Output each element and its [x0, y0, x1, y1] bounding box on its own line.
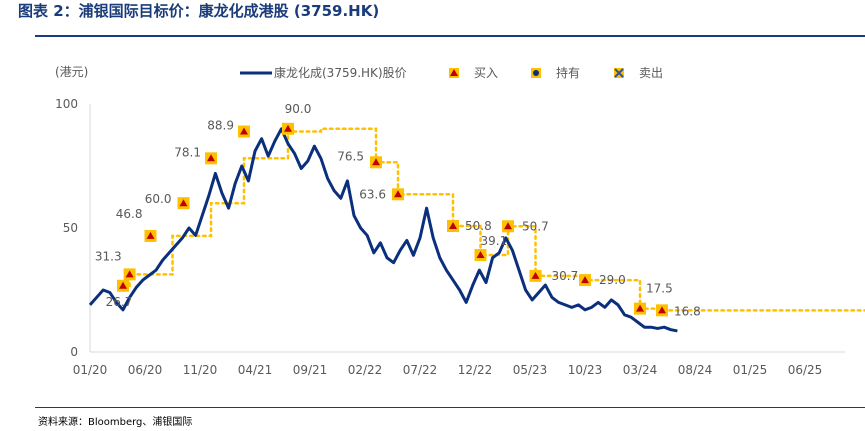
chart-legend: 康龙化成(3759.HK)股价 买入 持有 卖出 [240, 65, 663, 80]
x-tick-label: 10/23 [568, 363, 603, 377]
figure-title: 图表 2：浦银国际目标价：康龙化成港股 (3759.HK) [18, 2, 380, 20]
legend-price-label: 康龙化成(3759.HK)股价 [274, 65, 407, 80]
x-tick-label: 07/22 [403, 363, 438, 377]
target-price-label: 78.1 [174, 145, 201, 159]
x-tick-label: 08/24 [678, 363, 713, 377]
buy-marker [656, 304, 668, 317]
buy-marker [282, 122, 294, 135]
x-tick-label: 06/25 [788, 363, 823, 377]
title-rule [35, 35, 865, 37]
legend-buy-label: 买入 [474, 66, 498, 80]
target-price-label: 46.8 [116, 207, 143, 221]
target-price-label: 60.0 [145, 192, 172, 206]
buy-marker [123, 268, 136, 281]
y-tick-label: 50 [63, 221, 78, 235]
legend-buy-swatch [449, 68, 459, 78]
target-price-label: 30.7 [552, 269, 579, 283]
legend-sell-label: 卖出 [639, 66, 663, 80]
x-tick-label: 11/20 [183, 363, 218, 377]
x-tick-label: 06/20 [128, 363, 163, 377]
x-tick-label: 01/25 [733, 363, 768, 377]
buy-marker [117, 279, 129, 292]
y-axis-title: (港元) [55, 65, 88, 79]
x-tick-label: 02/22 [348, 363, 383, 377]
target-price-label: 50.7 [522, 219, 549, 233]
target-price-label: 26.7 [106, 295, 133, 309]
buy-marker [205, 152, 217, 165]
y-tick-label: 0 [70, 345, 78, 359]
buy-marker [144, 229, 157, 242]
x-tick-label: 09/21 [293, 363, 328, 377]
x-tick-label: 03/24 [623, 363, 658, 377]
target-price-label: 63.6 [359, 187, 386, 201]
target-price-label: 31.3 [95, 249, 122, 263]
target-price-label: 29.0 [599, 273, 626, 287]
buy-marker [579, 274, 591, 287]
target-price-label: 76.5 [337, 149, 364, 163]
target-price-label: 39.1 [481, 234, 508, 248]
source-note: 资料来源：Bloomberg、浦银国际 [38, 417, 193, 428]
target-price-label: 17.5 [646, 282, 673, 296]
buy-marker [238, 125, 250, 138]
buy-marker [502, 220, 514, 233]
buy-marker [474, 249, 487, 262]
buy-marker [447, 220, 459, 233]
plot-area: 26.7 31.3 46.860.0 78.1 88.9 90.0 76.5 63.6 50.8… [88, 102, 865, 333]
chart-axes: 0 50 100 (港元) 01/20 06/20 11/20 04/21 09/21 02/22… [55, 65, 845, 377]
buy-marker [634, 302, 646, 315]
target-price-label: 50.8 [465, 219, 492, 233]
target-price-label: 88.9 [207, 119, 234, 133]
y-tick-label: 100 [55, 97, 78, 111]
price-line [88, 127, 678, 333]
target-price-label: 16.8 [674, 304, 701, 318]
x-tick-label: 12/22 [458, 363, 493, 377]
buy-marker [529, 269, 542, 282]
buy-marker [392, 188, 404, 201]
target-price-label: 90.0 [285, 102, 312, 116]
buy-marker [177, 197, 190, 210]
x-tick-label: 05/23 [513, 363, 548, 377]
legend-sell-swatch [614, 68, 624, 78]
source-rule [35, 407, 865, 408]
buy-marker [370, 156, 382, 169]
target-price-line [121, 127, 865, 312]
legend-hold-swatch [531, 68, 541, 78]
x-tick-label: 04/21 [238, 363, 273, 377]
legend-hold-label: 持有 [556, 65, 580, 80]
x-tick-label: 01/20 [73, 363, 108, 377]
